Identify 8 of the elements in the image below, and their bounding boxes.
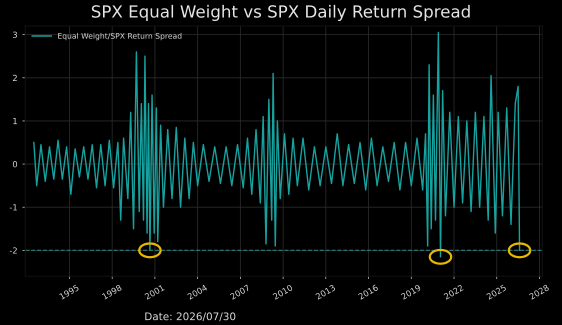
y-tick-label: 2 (12, 74, 17, 81)
y-tick-label: 1 (13, 118, 17, 124)
y-tick-label: 0 (12, 161, 18, 168)
text: Date: 2026/07/30 (145, 312, 236, 322)
chart-title: SPX Equal Weight vs SPX Daily Return Spread (92, 4, 470, 22)
y-tick-label: 3 (12, 32, 17, 38)
y-tick-label: -1 (10, 204, 17, 210)
y-tick-label: -2 (10, 247, 17, 254)
